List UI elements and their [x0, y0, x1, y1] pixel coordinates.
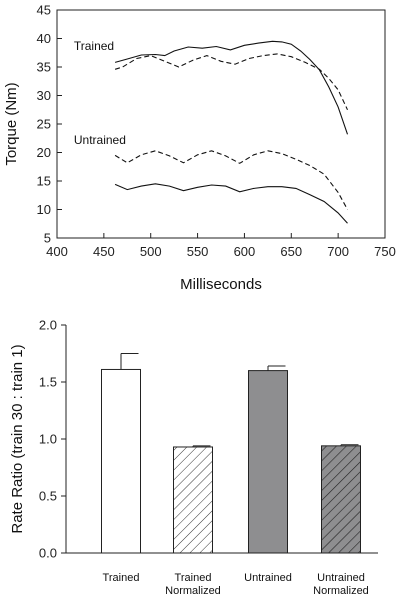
y-tick-label: 45: [37, 3, 51, 18]
x-axis-label: Milliseconds: [180, 276, 262, 293]
y-tick-label: 0.0: [39, 546, 57, 561]
annotation-trained: Trained: [74, 39, 114, 53]
series-line-untrained-solid: [114, 183, 348, 224]
bar: [101, 368, 141, 554]
category-label: Untrained: [244, 572, 292, 584]
y-axis-label: Rate Ratio (train 30 : train 1): [9, 344, 26, 533]
x-tick-label: 450: [93, 244, 115, 259]
y-tick-label: 20: [37, 145, 51, 160]
annotation-untrained: Untrained: [74, 133, 126, 147]
y-tick-label: 1.0: [39, 432, 57, 447]
y-tick-label: 15: [37, 174, 51, 189]
category-label: Normalized: [165, 585, 221, 597]
bar: [321, 445, 361, 554]
category-label: Trained: [103, 572, 140, 584]
x-tick-label: 400: [46, 244, 68, 259]
category-label: Trained: [175, 572, 212, 584]
x-tick-label: 500: [140, 244, 162, 259]
x-tick-label: 700: [327, 244, 349, 259]
torque-line-chart: 400 450 500 550 600 650 700 750 5 10 15 20 25 30 35 40 4…: [3, 3, 396, 294]
y-axis-label: Torque (Nm): [3, 82, 20, 165]
x-tick-label: 600: [234, 244, 256, 259]
x-tick-label: 550: [187, 244, 209, 259]
series-line-trained-solid: [114, 40, 349, 135]
bar: [173, 446, 213, 554]
y-tick-label: 2.0: [39, 318, 57, 333]
series-line-trained-dashed: [114, 53, 348, 111]
category-label: Normalized: [313, 585, 369, 597]
y-tick-label: 0.5: [39, 489, 57, 504]
category-label: Untrained: [317, 572, 365, 584]
x-tick-label: 650: [280, 244, 302, 259]
bar: [248, 370, 288, 554]
x-tick-label: 750: [374, 244, 396, 259]
series-line-untrained-dashed: [114, 150, 348, 210]
y-tick-label: 1.5: [39, 375, 57, 390]
y-tick-label: 10: [37, 202, 51, 217]
y-tick-label: 5: [44, 231, 51, 246]
y-tick-label: 40: [37, 31, 51, 46]
y-tick-label: 30: [37, 88, 51, 103]
y-tick-label: 25: [37, 117, 51, 132]
y-tick-label: 35: [37, 60, 51, 75]
